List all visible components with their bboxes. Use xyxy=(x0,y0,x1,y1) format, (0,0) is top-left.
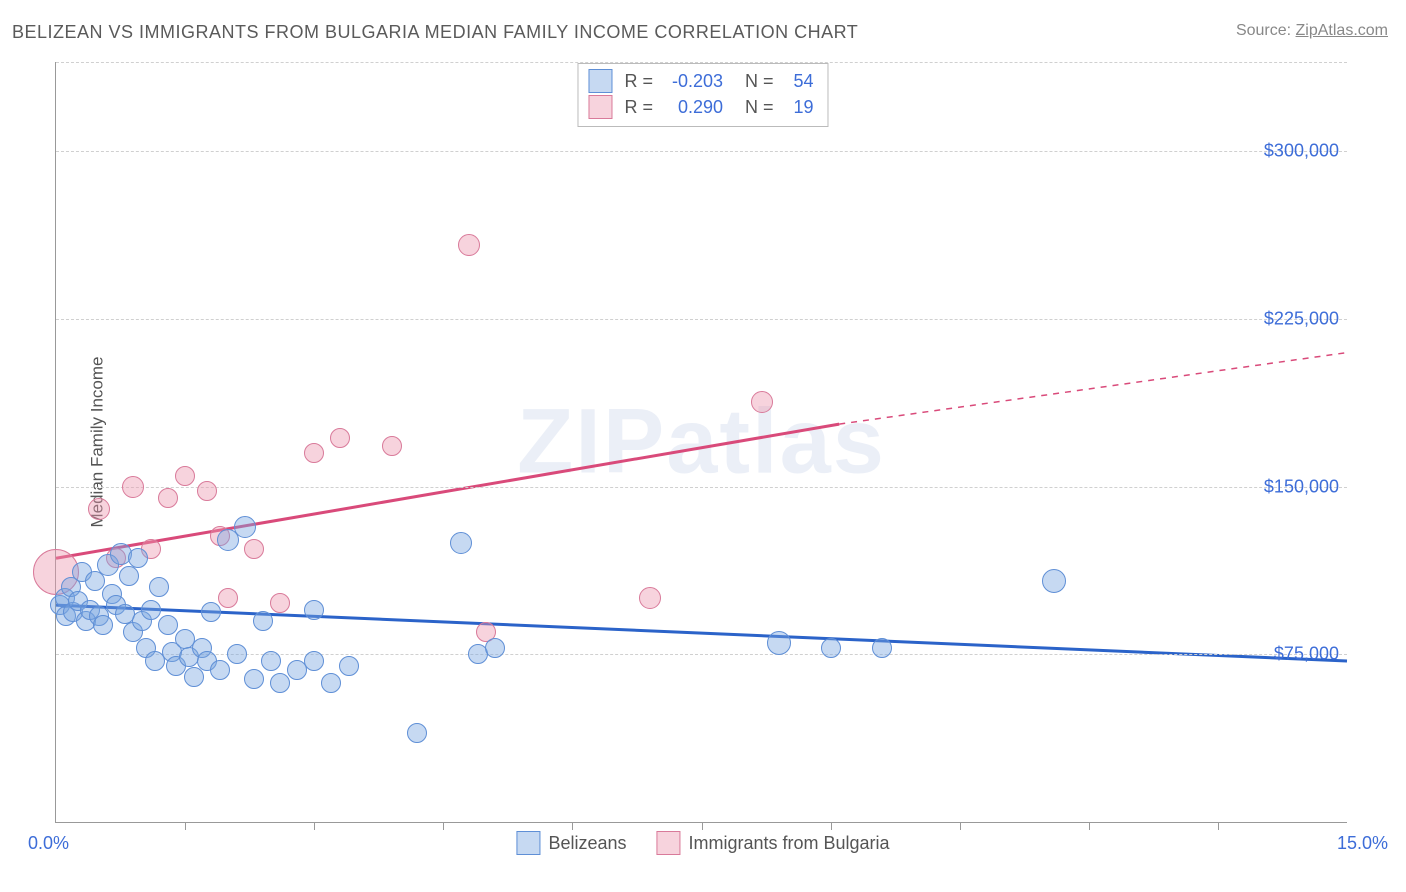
r-label: R = xyxy=(624,94,653,120)
n-label: N = xyxy=(745,94,774,120)
x-tick xyxy=(1089,822,1090,830)
source-attribution: Source: ZipAtlas.com xyxy=(1236,22,1388,40)
data-point xyxy=(321,673,341,693)
stats-row-blue: R = -0.203 N = 54 xyxy=(588,68,813,94)
data-point xyxy=(122,476,144,498)
gridline xyxy=(56,487,1347,488)
data-point xyxy=(767,631,791,655)
source-prefix: Source: xyxy=(1236,22,1296,39)
data-point xyxy=(304,443,324,463)
data-point xyxy=(485,638,505,658)
stats-row-pink: R = 0.290 N = 19 xyxy=(588,94,813,120)
regression-lines xyxy=(56,62,1347,822)
data-point xyxy=(244,669,264,689)
data-point xyxy=(197,481,217,501)
data-point xyxy=(158,615,178,635)
r-value-blue: -0.203 xyxy=(661,68,723,94)
data-point xyxy=(407,723,427,743)
stats-box: R = -0.203 N = 54 R = 0.290 N = 19 xyxy=(577,63,828,127)
data-point xyxy=(458,234,480,256)
y-tick-label: $225,000 xyxy=(1264,309,1339,330)
data-point xyxy=(227,644,247,664)
data-point xyxy=(234,516,256,538)
data-point xyxy=(821,638,841,658)
legend-item-pink: Immigrants from Bulgaria xyxy=(656,831,889,855)
data-point xyxy=(218,588,238,608)
x-tick xyxy=(572,822,573,830)
x-tick xyxy=(960,822,961,830)
gridline xyxy=(56,654,1347,655)
data-point xyxy=(158,488,178,508)
y-tick-label: $300,000 xyxy=(1264,141,1339,162)
x-axis-max-label: 15.0% xyxy=(1337,833,1388,854)
x-tick xyxy=(443,822,444,830)
data-point xyxy=(1042,569,1066,593)
data-point xyxy=(751,391,773,413)
data-point xyxy=(339,656,359,676)
x-tick xyxy=(831,822,832,830)
data-point xyxy=(330,428,350,448)
source-link[interactable]: ZipAtlas.com xyxy=(1296,22,1388,39)
x-tick xyxy=(185,822,186,830)
x-axis-min-label: 0.0% xyxy=(28,833,69,854)
n-value-blue: 54 xyxy=(782,68,814,94)
legend-label-blue: Belizeans xyxy=(548,833,626,854)
data-point xyxy=(382,436,402,456)
data-point xyxy=(128,548,148,568)
data-point xyxy=(270,673,290,693)
data-point xyxy=(141,600,161,620)
data-point xyxy=(304,651,324,671)
scatter-plot-area: ZIPatlas $75,000$150,000$225,000$300,000 xyxy=(55,62,1347,823)
r-label: R = xyxy=(624,68,653,94)
y-tick-label: $75,000 xyxy=(1274,644,1339,665)
legend-label-pink: Immigrants from Bulgaria xyxy=(688,833,889,854)
swatch-pink-icon xyxy=(656,831,680,855)
data-point xyxy=(244,539,264,559)
data-point xyxy=(253,611,273,631)
gridline xyxy=(56,151,1347,152)
r-value-pink: 0.290 xyxy=(661,94,723,120)
data-point xyxy=(270,593,290,613)
data-point xyxy=(149,577,169,597)
data-point xyxy=(450,532,472,554)
x-tick xyxy=(314,822,315,830)
data-point xyxy=(175,466,195,486)
gridline xyxy=(56,319,1347,320)
data-point xyxy=(210,660,230,680)
data-point xyxy=(261,651,281,671)
legend-item-blue: Belizeans xyxy=(516,831,626,855)
data-point xyxy=(119,566,139,586)
data-point xyxy=(88,498,110,520)
data-point xyxy=(304,600,324,620)
data-point xyxy=(639,587,661,609)
swatch-blue-icon xyxy=(516,831,540,855)
swatch-pink-icon xyxy=(588,95,612,119)
data-point xyxy=(201,602,221,622)
swatch-blue-icon xyxy=(588,69,612,93)
y-tick-label: $150,000 xyxy=(1264,476,1339,497)
bottom-legend: Belizeans Immigrants from Bulgaria xyxy=(516,831,889,855)
n-label: N = xyxy=(745,68,774,94)
n-value-pink: 19 xyxy=(782,94,814,120)
x-tick xyxy=(1218,822,1219,830)
data-point xyxy=(93,615,113,635)
chart-title: BELIZEAN VS IMMIGRANTS FROM BULGARIA MED… xyxy=(12,22,858,43)
data-point xyxy=(872,638,892,658)
x-tick xyxy=(702,822,703,830)
